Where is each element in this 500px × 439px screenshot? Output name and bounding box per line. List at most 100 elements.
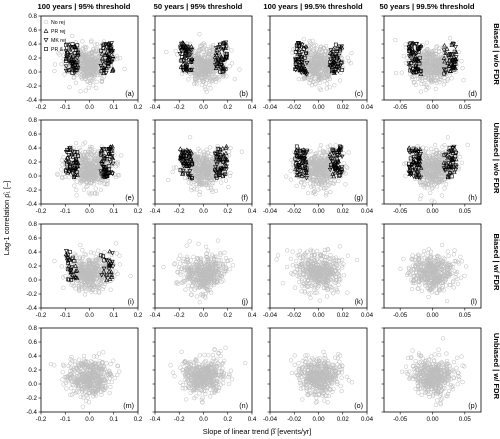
no-rej-point: [432, 78, 437, 83]
no-rej-point: [206, 166, 212, 171]
panel-g: -0.04 -0.02 0.00 0.02 0.04(g): [263, 119, 374, 215]
no-rej-point: [429, 198, 434, 203]
no-rej-point: [431, 64, 436, 69]
no-rej-point: [187, 135, 193, 140]
rej-point: [413, 56, 419, 62]
no-rej-point: [422, 172, 427, 177]
no-rej-point: [327, 85, 332, 90]
no-rej-point: [425, 55, 430, 60]
rej-point: [66, 68, 71, 73]
rej-point: [183, 64, 188, 69]
no-rej-point: [200, 172, 205, 178]
panel-label: (c): [355, 89, 363, 98]
x-tick-label: 0.2: [134, 104, 143, 111]
rej-point: [293, 67, 298, 72]
rej-point: [416, 58, 422, 63]
no-rej-point: [422, 163, 428, 168]
rej-point: [408, 49, 413, 54]
rej-point: [332, 150, 337, 155]
rej-point: [411, 155, 417, 160]
no-rej-point: [74, 193, 79, 198]
no-rej-point: [105, 181, 110, 186]
no-rej-point: [91, 157, 96, 162]
no-rej-point: [89, 58, 94, 64]
no-rej-point: [318, 159, 323, 164]
rej-point: [332, 70, 337, 75]
rej-point: [296, 41, 302, 46]
no-rej-point: [209, 79, 214, 84]
rej-point: [75, 163, 81, 169]
rej-point: [100, 43, 106, 49]
y-tick-label: 0.8: [28, 117, 37, 124]
no-rej-point: [112, 152, 117, 158]
rej-point: [68, 163, 73, 168]
no-rej-point: [72, 251, 77, 256]
rej-point: [106, 42, 112, 47]
no-rej-point: [343, 171, 348, 176]
rej-point: [73, 44, 78, 49]
no-rej-point: [433, 86, 438, 92]
no-rej-point: [94, 79, 99, 84]
no-rej-point: [227, 64, 232, 69]
x-tick-label: 0.4: [248, 104, 257, 111]
rej-point: [336, 149, 341, 154]
no-rej-point: [83, 169, 89, 174]
rej-point: [294, 160, 300, 166]
rej-point: [295, 51, 301, 56]
rej-point: [412, 54, 418, 59]
no-rej-point: [74, 140, 79, 146]
no-rej-point: [197, 51, 202, 57]
no-rej-point: [77, 145, 82, 150]
rej-point: [180, 58, 185, 63]
no-rej-point: [404, 55, 410, 61]
no-rej-point: [324, 81, 330, 86]
no-rej-point: [437, 74, 443, 80]
no-rej-point: [321, 149, 327, 154]
no-rej-point: [67, 175, 72, 180]
no-rej-point: [308, 42, 313, 47]
rej-point: [301, 148, 305, 153]
no-rej-point: [421, 81, 427, 86]
no-rej-point: [313, 68, 319, 74]
no-rej-point: [313, 71, 318, 77]
rej-point: [330, 147, 335, 152]
rej-point: [447, 171, 453, 176]
x-tick-label: -0.2: [36, 208, 47, 215]
rej-point: [411, 159, 417, 164]
column-title-2: 50 years | 95% threshold: [154, 2, 243, 11]
rej-point: [339, 154, 345, 160]
no-rej-point: [83, 150, 88, 155]
no-rej-point: [90, 49, 95, 55]
no-rej-point: [337, 78, 343, 83]
rej-point: [416, 149, 421, 155]
rej-point: [103, 70, 109, 76]
no-rej-point: [314, 173, 320, 178]
rej-point: [339, 60, 344, 65]
rej-point: [304, 51, 309, 55]
rej-point: [303, 165, 308, 170]
no-rej-point: [81, 60, 86, 65]
rej-point: [189, 43, 194, 49]
rej-point: [100, 147, 105, 152]
rej-point: [298, 149, 303, 154]
no-rej-point: [90, 177, 95, 183]
no-rej-point: [207, 51, 212, 56]
panel-c: -0.04 -0.02 0.00 0.02 0.04(c): [263, 15, 374, 111]
rej-point: [189, 60, 194, 64]
rej-point: [181, 162, 187, 167]
no-rej-point: [437, 79, 442, 85]
no-rej-point: [434, 51, 439, 57]
no-rej-point: [336, 178, 341, 184]
no-rej-point: [331, 181, 337, 186]
no-rej-point: [80, 53, 85, 58]
no-rej-point: [78, 74, 83, 79]
no-rej-point: [80, 47, 85, 52]
rej-point: [180, 168, 186, 174]
no-rej-point: [418, 193, 424, 198]
data-points: [401, 135, 470, 204]
no-rej-point: [200, 42, 205, 47]
rej-point: [180, 54, 184, 59]
rej-point: [417, 55, 422, 60]
no-rej-point: [81, 165, 87, 170]
no-rej-point: [312, 171, 318, 177]
